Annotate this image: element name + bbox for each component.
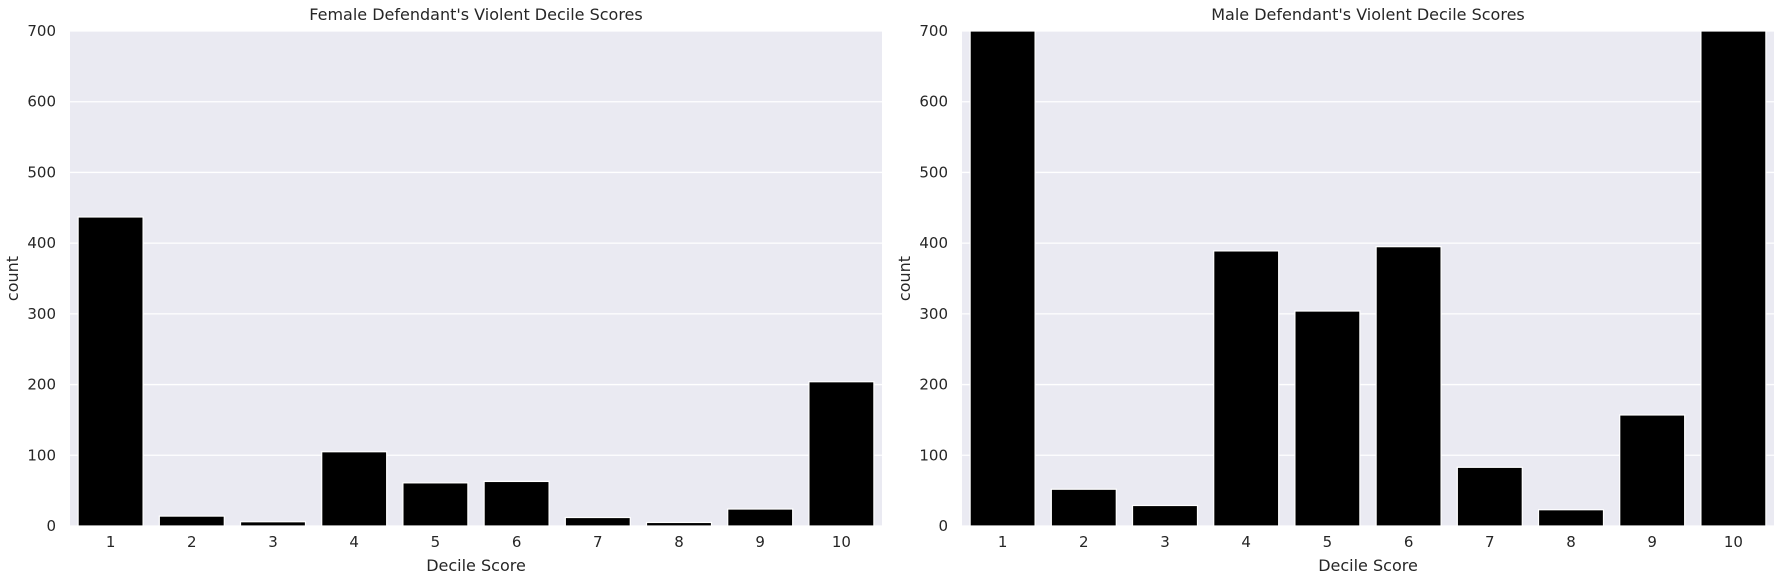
bar-10 [808,381,875,527]
bar-1 [77,216,144,527]
y-tick-label: 0 [46,517,56,535]
bar-4 [321,451,388,527]
bar-5 [402,482,469,527]
y-tick-label: 500 [27,163,56,181]
bar-6 [483,480,550,527]
y-tick-label: 700 [27,22,56,40]
x-tick-label: 9 [1647,533,1657,551]
x-tick-label: 8 [674,533,684,551]
y-tick-label: 600 [27,93,56,111]
x-axis-label: Decile Score [426,556,526,575]
y-tick-label: 200 [919,376,948,394]
bar-7 [1456,466,1523,527]
chart-title: Female Defendant's Violent Decile Scores [309,5,642,24]
x-tick-label: 5 [431,533,441,551]
y-tick-label: 300 [27,305,56,323]
y-axis-label: count [895,256,914,301]
bar-2 [158,515,225,527]
x-tick-label: 1 [106,533,116,551]
y-tick-label: 200 [27,376,56,394]
y-tick-label: 400 [919,234,948,252]
bar-5 [1294,310,1361,527]
x-tick-label: 2 [187,533,197,551]
y-tick-label: 0 [938,517,948,535]
x-tick-label: 3 [268,533,278,551]
bar-3 [1131,504,1199,527]
bar-8 [645,521,713,527]
bar-9 [727,508,794,527]
x-tick-label: 1 [998,533,1008,551]
y-axis-label: count [3,256,22,301]
y-tick-label: 700 [919,22,948,40]
x-tick-label: 10 [832,533,851,551]
x-tick-label: 2 [1079,533,1089,551]
x-tick-label: 8 [1566,533,1576,551]
bar-3 [239,521,307,527]
x-tick-label: 5 [1323,533,1333,551]
bar-8 [1537,509,1605,527]
y-tick-label: 300 [919,305,948,323]
x-tick-label: 7 [1485,533,1495,551]
y-tick-label: 500 [919,163,948,181]
y-tick-label: 100 [919,446,948,464]
chart-panel-2: 0 100 200 300 400 500 600 700 1 2 3 4 5 6 7 8 9 10 Male De… [895,5,1774,575]
x-tick-label: 4 [1241,533,1251,551]
bar-6 [1375,246,1442,527]
bar-4 [1213,250,1280,527]
y-tick-label: 600 [919,93,948,111]
bar-9 [1619,414,1686,527]
chart-panel-1: 0 100 200 300 400 500 600 700 1 2 3 4 5 6 7 8 9 10 Female … [3,5,882,575]
x-tick-label: 7 [593,533,603,551]
y-tick-label: 400 [27,234,56,252]
bar-10 [1700,30,1767,527]
x-tick-label: 6 [1404,533,1414,551]
chart-title: Male Defendant's Violent Decile Scores [1211,5,1525,24]
bar-7 [564,516,631,527]
x-tick-label: 3 [1160,533,1170,551]
bar-2 [1050,488,1117,527]
bar-1 [969,30,1036,527]
plot-area [70,31,882,526]
x-tick-label: 10 [1724,533,1743,551]
x-tick-label: 6 [512,533,522,551]
y-tick-label: 100 [27,446,56,464]
x-tick-label: 4 [349,533,359,551]
x-tick-label: 9 [755,533,765,551]
x-axis-label: Decile Score [1318,556,1418,575]
